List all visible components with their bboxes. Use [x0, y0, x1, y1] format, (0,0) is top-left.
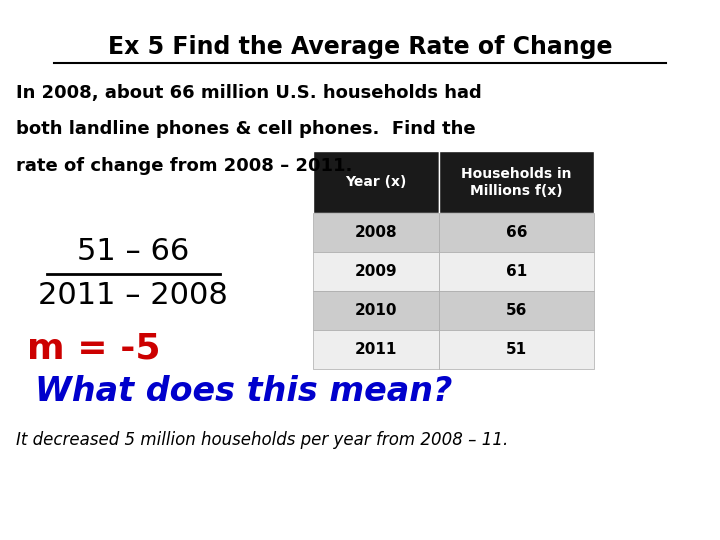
- Text: In 2008, about 66 million U.S. households had: In 2008, about 66 million U.S. household…: [16, 84, 482, 102]
- Bar: [313, 213, 439, 252]
- Text: both landline phones & cell phones.  Find the: both landline phones & cell phones. Find…: [16, 120, 475, 138]
- Text: 2011: 2011: [355, 342, 397, 357]
- Text: Year (x): Year (x): [346, 176, 407, 189]
- Text: Households in
Millions f(x): Households in Millions f(x): [462, 167, 572, 198]
- Text: rate of change from 2008 – 2011.: rate of change from 2008 – 2011.: [16, 157, 352, 175]
- Text: 61: 61: [506, 264, 527, 279]
- Text: What does this mean?: What does this mean?: [35, 375, 452, 408]
- Text: 2008: 2008: [355, 225, 397, 240]
- Bar: [313, 151, 439, 213]
- Text: 2010: 2010: [355, 303, 397, 318]
- Bar: [313, 291, 439, 330]
- Bar: [313, 330, 439, 369]
- Text: Ex 5 Find the Average Rate of Change: Ex 5 Find the Average Rate of Change: [108, 35, 612, 59]
- Bar: [313, 252, 439, 291]
- Text: 51: 51: [506, 342, 527, 357]
- Bar: [439, 151, 594, 213]
- Bar: [439, 330, 594, 369]
- Text: 66: 66: [506, 225, 527, 240]
- Bar: [439, 213, 594, 252]
- Text: It decreased 5 million households per year from 2008 – 11.: It decreased 5 million households per ye…: [16, 431, 508, 449]
- Text: 56: 56: [506, 303, 527, 318]
- Bar: [439, 291, 594, 330]
- Text: 2011 – 2008: 2011 – 2008: [38, 281, 228, 310]
- Bar: [439, 252, 594, 291]
- Text: 51 – 66: 51 – 66: [77, 237, 189, 266]
- Text: 2009: 2009: [355, 264, 397, 279]
- Text: m = -5: m = -5: [27, 332, 161, 365]
